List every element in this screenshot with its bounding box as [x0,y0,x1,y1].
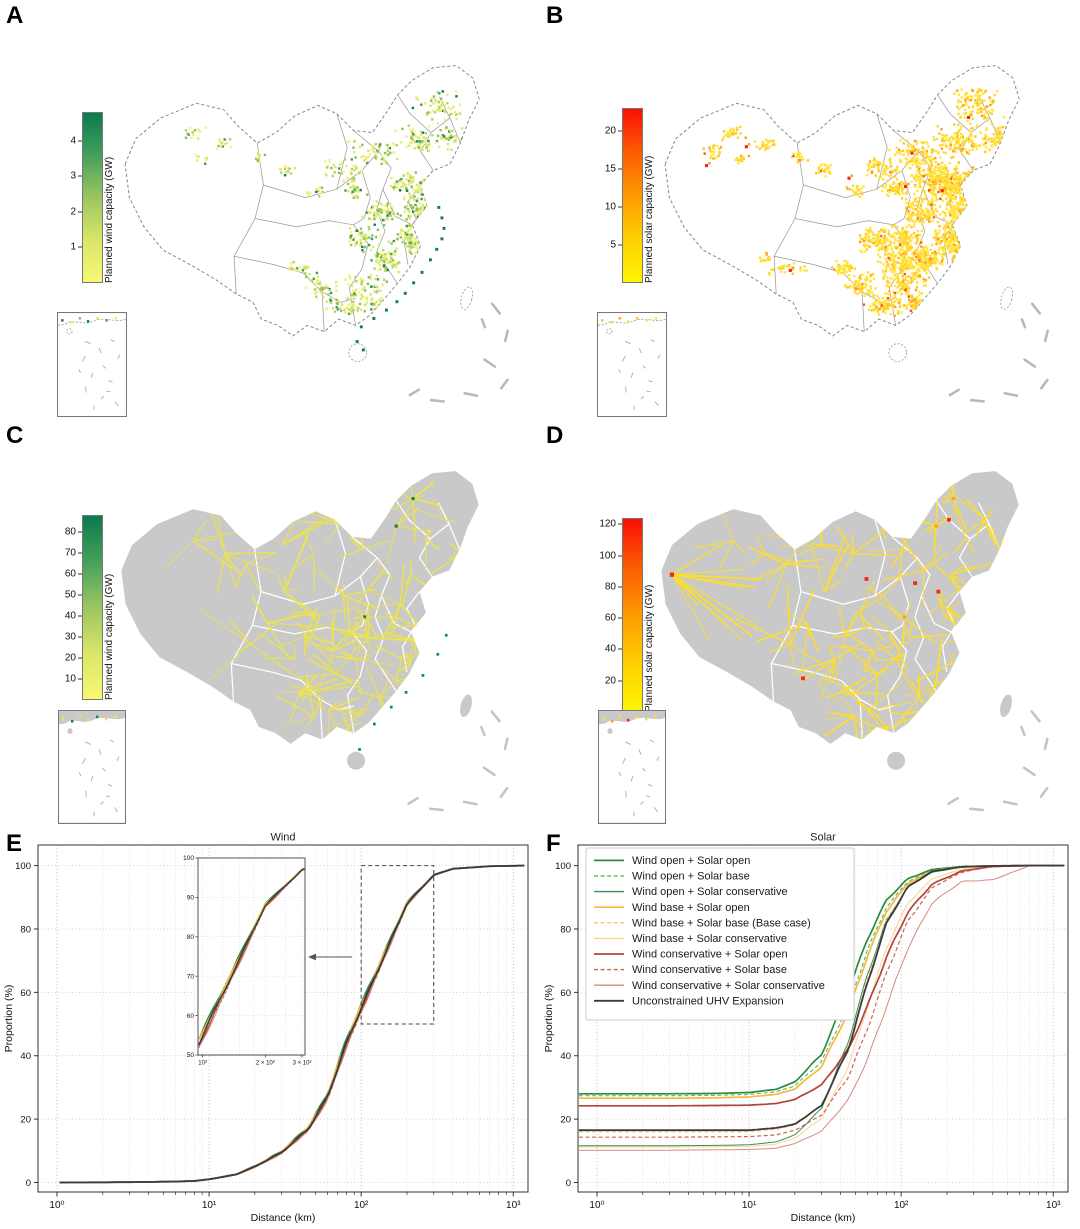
svg-text:Distance (km): Distance (km) [251,1212,316,1224]
svg-text:80: 80 [187,934,195,941]
wind-distance-cdf-chart: 10⁰ 10¹ 10² 10³ 0 20 40 60 80 100 Wind Distance (km… [3,832,529,1224]
china-solar-capacity-map [664,65,1049,403]
colorbar-ticks: 10 20 30 40 50 60 70 80 [56,515,82,700]
svg-text:Unconstrained UHV Expansion: Unconstrained UHV Expansion [632,995,784,1007]
south-china-sea-inset [597,312,667,417]
svg-text:0: 0 [566,1178,571,1189]
china-wind-transmission-map [121,471,509,812]
svg-text:100: 100 [183,855,194,862]
svg-text:Distance (km): Distance (km) [791,1212,856,1224]
panel-wind-network-map: C 10 20 30 40 50 60 70 80 Planned wind capacity… [0,420,540,830]
solar-capacity-colorbar: 20 40 60 80 100 120 Planned solar capacity (G… [596,518,660,712]
panel-solar-network-map: D 20 40 60 80 100 120 Planned solar capacity … [540,420,1080,830]
south-china-sea-inset [598,710,666,824]
solar-capacity-colorbar: 5 10 15 20 Planned solar capacity (GW) [596,108,660,283]
svg-text:20: 20 [560,1115,571,1126]
svg-text:20: 20 [20,1115,31,1126]
svg-text:10²: 10² [894,1200,909,1211]
svg-text:10³: 10³ [506,1200,521,1211]
china-solar-transmission-map [661,471,1049,812]
svg-text:40: 40 [560,1051,571,1062]
panel-label-f: F [546,830,561,857]
svg-text:Proportion (%): Proportion (%) [3,985,15,1053]
svg-text:60: 60 [187,1013,195,1020]
panel-solar-capacity-map: B 5 10 15 20 Planned solar capacity (GW) [540,0,1080,420]
svg-text:50: 50 [187,1052,195,1059]
panel-label-d: D [546,422,564,449]
svg-text:Wind open + Solar base: Wind open + Solar base [632,871,750,883]
svg-text:Wind open + Solar conservative: Wind open + Solar conservative [632,886,788,898]
svg-text:60: 60 [560,988,571,999]
svg-text:90: 90 [187,895,195,902]
svg-text:Wind base + Solar base (Base c: Wind base + Solar base (Base case) [632,917,811,929]
svg-text:10²: 10² [198,1061,207,1067]
svg-text:80: 80 [20,924,31,935]
colorbar-gradient [622,108,643,283]
svg-text:0: 0 [26,1178,31,1189]
svg-text:100: 100 [15,861,31,872]
panel-wind-cdf-chart: E 10⁰ 10¹ 10² 10³ 0 20 40 60 80 100 Wind Distance (… [0,830,540,1229]
svg-text:Wind conservative + Solar open: Wind conservative + Solar open [632,949,788,961]
china-wind-capacity-map [124,65,509,403]
svg-text:100: 100 [555,861,571,872]
wind-capacity-colorbar: 10 20 30 40 50 60 70 80 Planned wind capacity (… [56,515,120,700]
colorbar-gradient [82,515,103,700]
svg-text:10³: 10³ [1046,1200,1061,1211]
svg-text:Wind conservative + Solar base: Wind conservative + Solar base [632,964,787,976]
svg-text:10¹: 10¹ [202,1200,217,1211]
svg-text:Wind: Wind [270,832,295,844]
svg-text:10⁰: 10⁰ [49,1200,64,1211]
colorbar-ticks: 5 10 15 20 [596,108,622,283]
svg-text:Solar: Solar [810,832,836,844]
panel-label-b: B [546,2,564,29]
svg-text:Wind open + Solar open: Wind open + Solar open [632,855,750,867]
svg-text:2 × 10²: 2 × 10² [256,1061,275,1067]
svg-text:Wind base + Solar conservative: Wind base + Solar conservative [632,933,787,945]
solar-distance-cdf-chart: 10⁰ 10¹ 10² 10³ 0 20 40 60 80 100 Solar Distance (k… [543,832,1069,1224]
svg-text:10²: 10² [354,1200,369,1211]
panel-label-e: E [6,830,23,857]
svg-text:70: 70 [187,973,195,980]
south-china-sea-inset [58,710,126,824]
panel-label-c: C [6,422,24,449]
svg-text:10⁰: 10⁰ [589,1200,604,1211]
colorbar-gradient [82,112,103,283]
svg-text:Wind conservative + Solar cons: Wind conservative + Solar conservative [632,980,825,992]
svg-text:3 × 10²: 3 × 10² [293,1061,312,1067]
svg-text:Proportion (%): Proportion (%) [543,985,555,1053]
colorbar-ticks: 20 40 60 80 100 120 [596,518,622,712]
panel-label-a: A [6,2,24,29]
svg-text:40: 40 [20,1051,31,1062]
svg-text:Wind base + Solar open: Wind base + Solar open [632,902,750,914]
panel-solar-cdf-chart: F 10⁰ 10¹ 10² 10³ 0 20 40 60 80 100 Solar Distance … [540,830,1080,1229]
south-china-sea-inset [57,312,127,417]
svg-text:60: 60 [20,988,31,999]
svg-text:80: 80 [560,924,571,935]
svg-text:10¹: 10¹ [742,1200,757,1211]
